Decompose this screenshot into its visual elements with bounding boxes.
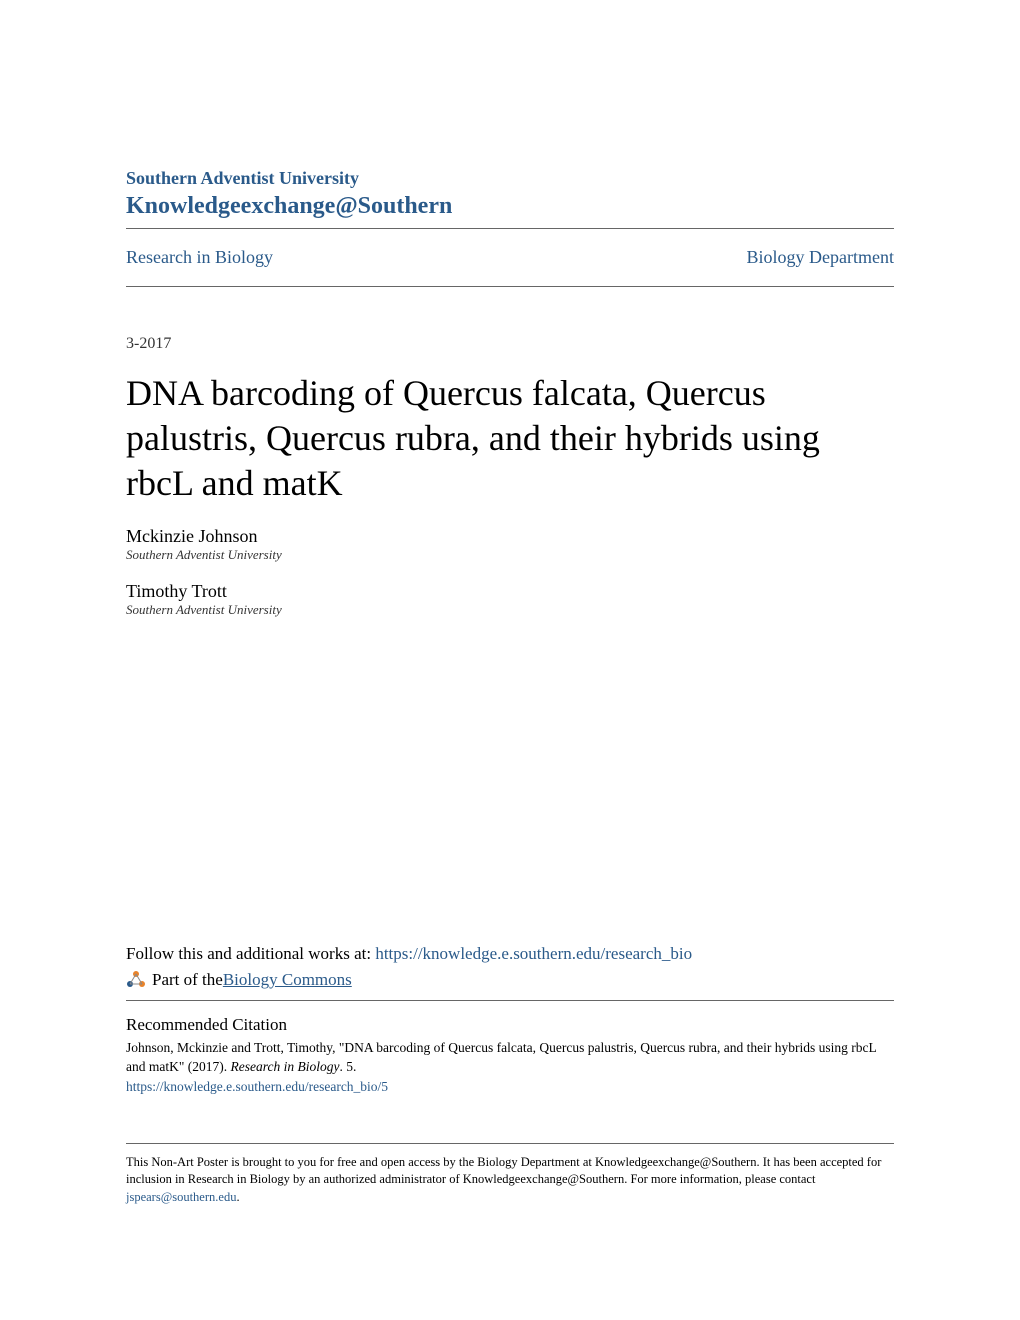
- follow-row: Follow this and additional works at: htt…: [126, 944, 894, 964]
- repository-name[interactable]: Knowledgeexchange@Southern: [126, 193, 894, 220]
- follow-label: Follow this and additional works at:: [126, 944, 375, 963]
- author-block-1: Mckinzie Johnson Southern Adventist Univ…: [126, 526, 894, 563]
- author-name: Mckinzie Johnson: [126, 526, 894, 547]
- author-block-2: Timothy Trott Southern Adventist Univers…: [126, 581, 894, 618]
- author-affiliation: Southern Adventist University: [126, 602, 894, 618]
- page-container: Southern Adventist University Knowledgee…: [0, 0, 1020, 1266]
- spacer: [126, 636, 894, 944]
- footer-spacer: [126, 1095, 894, 1143]
- citation-journal: Research in Biology: [231, 1059, 340, 1074]
- divider-footer: [126, 1143, 894, 1144]
- partof-label: Part of the: [152, 970, 223, 990]
- author-affiliation: Southern Adventist University: [126, 547, 894, 563]
- institution-name: Southern Adventist University: [126, 168, 894, 189]
- network-icon: [126, 970, 146, 990]
- citation-heading: Recommended Citation: [126, 1015, 894, 1035]
- partof-link[interactable]: Biology Commons: [223, 970, 352, 990]
- department-link[interactable]: Biology Department: [747, 247, 894, 268]
- footer-contact-link[interactable]: jspears@southern.edu: [126, 1190, 236, 1204]
- collection-link[interactable]: Research in Biology: [126, 247, 273, 268]
- footer-body-2: .: [236, 1190, 239, 1204]
- footer-body-1: This Non-Art Poster is brought to you fo…: [126, 1155, 881, 1187]
- follow-link[interactable]: https://knowledge.e.southern.edu/researc…: [375, 944, 692, 963]
- divider-citation: [126, 1000, 894, 1001]
- partof-row: Part of the Biology Commons: [126, 970, 894, 990]
- footer-text: This Non-Art Poster is brought to you fo…: [126, 1154, 894, 1207]
- citation-link[interactable]: https://knowledge.e.southern.edu/researc…: [126, 1079, 894, 1095]
- department-row: Research in Biology Biology Department: [126, 229, 894, 286]
- citation-text: Johnson, Mckinzie and Trott, Timothy, "D…: [126, 1039, 894, 1077]
- divider-mid: [126, 286, 894, 287]
- article-title: DNA barcoding of Quercus falcata, Quercu…: [126, 371, 894, 506]
- citation-body-2: . 5.: [339, 1059, 356, 1074]
- publication-date: 3-2017: [126, 335, 894, 353]
- author-name: Timothy Trott: [126, 581, 894, 602]
